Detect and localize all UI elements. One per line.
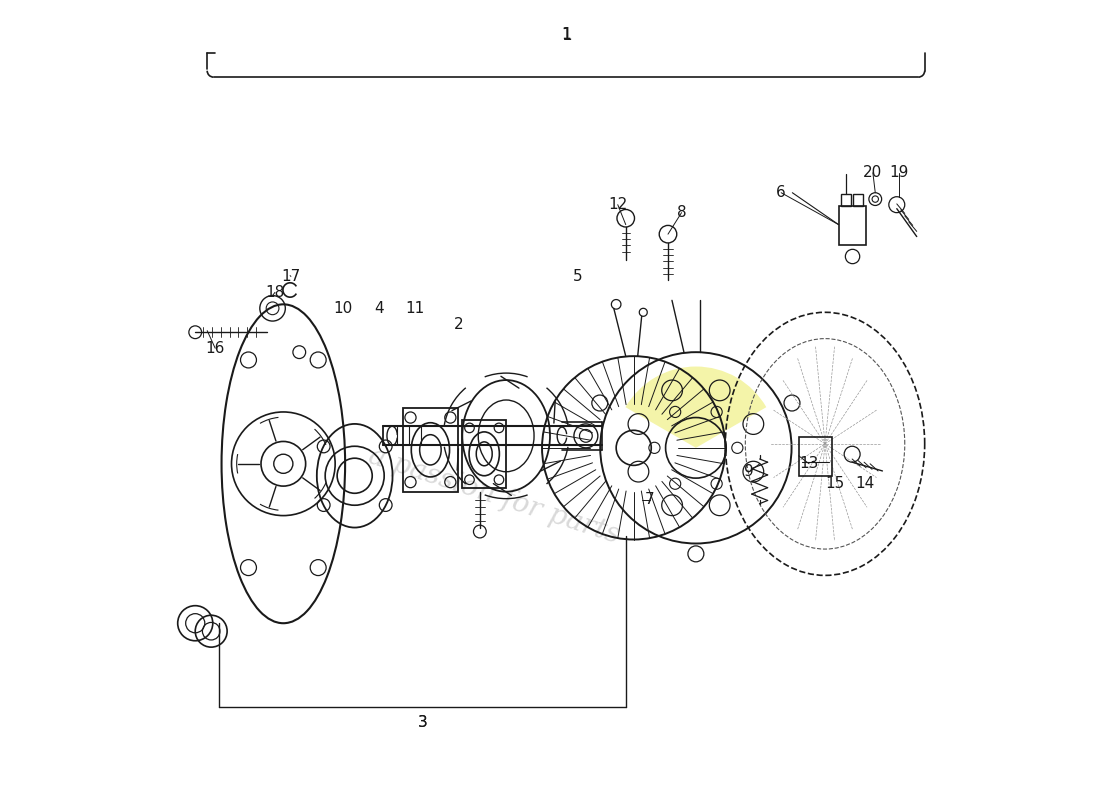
Text: 14: 14 <box>856 476 875 491</box>
Text: 11: 11 <box>405 301 425 316</box>
Bar <box>403 408 459 492</box>
Text: 19: 19 <box>890 166 909 180</box>
Bar <box>838 206 867 245</box>
Text: 17: 17 <box>282 269 300 284</box>
Text: 18: 18 <box>265 285 285 300</box>
Text: 12: 12 <box>608 197 627 212</box>
Text: 9: 9 <box>745 464 755 479</box>
Text: 4: 4 <box>374 301 384 316</box>
Bar <box>462 420 506 488</box>
Text: 1: 1 <box>561 27 571 42</box>
Text: 10: 10 <box>333 301 352 316</box>
Text: 8: 8 <box>676 205 686 220</box>
Text: 3: 3 <box>418 715 427 730</box>
Text: 2: 2 <box>453 317 463 332</box>
Text: a passion for parts: a passion for parts <box>365 442 624 549</box>
Bar <box>852 194 862 206</box>
Text: 5: 5 <box>573 269 583 284</box>
Text: 16: 16 <box>206 341 224 356</box>
Text: 20: 20 <box>864 166 882 180</box>
Text: 1: 1 <box>561 26 571 44</box>
Text: 6: 6 <box>777 186 786 200</box>
Bar <box>842 194 850 206</box>
Bar <box>799 438 833 476</box>
Wedge shape <box>626 366 767 448</box>
Text: 13: 13 <box>800 456 818 471</box>
Text: 15: 15 <box>826 476 845 491</box>
Text: 3: 3 <box>418 715 427 730</box>
Text: 7: 7 <box>645 492 654 507</box>
